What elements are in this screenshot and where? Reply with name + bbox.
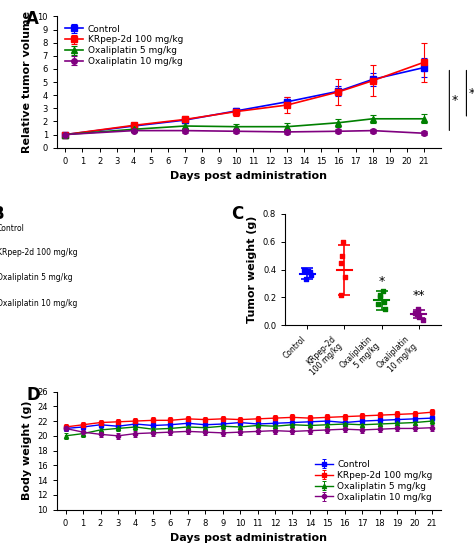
Point — [379, 286, 386, 295]
Point — [414, 307, 422, 316]
Point — [415, 304, 422, 313]
Text: A: A — [26, 10, 39, 28]
Text: Control: Control — [0, 224, 25, 233]
Text: D: D — [26, 386, 40, 404]
X-axis label: Days post administration: Days post administration — [170, 533, 328, 543]
Point — [304, 267, 312, 276]
Point — [337, 290, 345, 299]
Text: KRpep-2d 100 mg/kg: KRpep-2d 100 mg/kg — [0, 248, 78, 258]
Y-axis label: Body weight (g): Body weight (g) — [22, 401, 32, 500]
Legend: Control, KRpep-2d 100 mg/kg, Oxaliplatin 5 mg/kg, Oxaliplatin 10 mg/kg: Control, KRpep-2d 100 mg/kg, Oxaliplatin… — [62, 21, 187, 70]
Text: *: * — [451, 94, 457, 107]
Text: *: * — [378, 275, 385, 288]
Point — [376, 293, 384, 302]
Point — [308, 271, 315, 279]
Point — [306, 268, 313, 277]
Y-axis label: Relative tumor volume: Relative tumor volume — [22, 11, 32, 153]
X-axis label: Days post administration: Days post administration — [170, 172, 328, 181]
Point — [338, 252, 346, 260]
Point — [419, 316, 427, 324]
Point — [413, 310, 420, 318]
Text: **: ** — [412, 289, 425, 302]
Point — [339, 237, 347, 246]
Text: Oxaliplatin 5 mg/kg: Oxaliplatin 5 mg/kg — [0, 273, 73, 282]
Point — [374, 300, 382, 309]
Text: C: C — [231, 205, 243, 223]
Point — [381, 304, 388, 313]
Text: B: B — [0, 205, 4, 223]
Legend: Control, KRpep-2d 100 mg/kg, Oxaliplatin 5 mg/kg, Oxaliplatin 10 mg/kg: Control, KRpep-2d 100 mg/kg, Oxaliplatin… — [311, 456, 436, 505]
Point — [302, 275, 310, 284]
Point — [342, 272, 349, 281]
Point — [376, 290, 384, 299]
Text: Oxaliplatin 10 mg/kg: Oxaliplatin 10 mg/kg — [0, 299, 77, 307]
Point — [301, 265, 308, 274]
Point — [380, 297, 388, 306]
Point — [415, 312, 423, 321]
Text: *: * — [468, 87, 474, 100]
Point — [337, 258, 345, 267]
Y-axis label: Tumor weight (g): Tumor weight (g) — [247, 216, 257, 323]
Point — [411, 309, 419, 317]
